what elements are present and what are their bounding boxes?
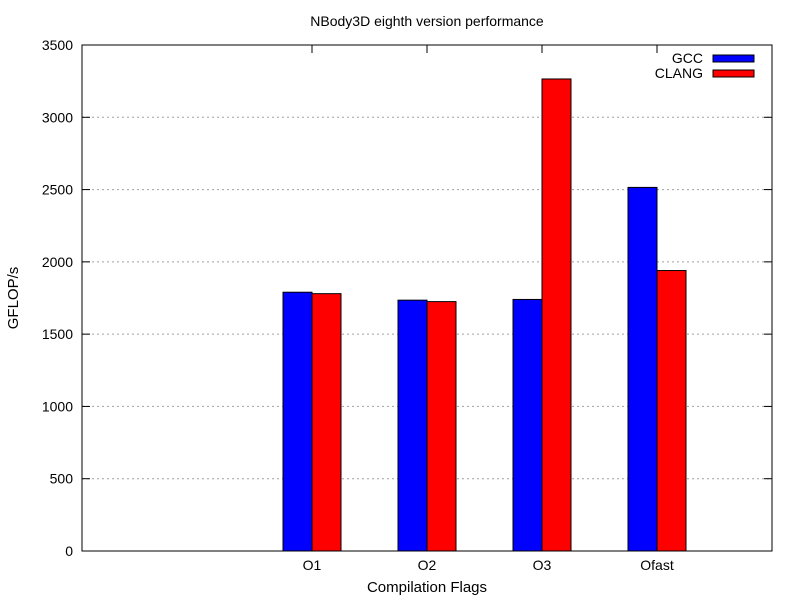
x-tick-label: Ofast [640, 557, 674, 573]
bar-clang-o3 [541, 78, 572, 552]
x-axis-ticks: O1 O2 O3 Ofast [303, 45, 674, 573]
y-axis-ticks: 0 500 1000 1500 2000 2500 3000 3500 [42, 37, 772, 559]
y-axis-label: GFLOP/s [5, 267, 22, 330]
y-tick-label: 0 [65, 543, 73, 559]
y-tick-label: 500 [50, 471, 74, 487]
bar-clang-o1 [311, 293, 342, 552]
bar-gcc-o1 [282, 291, 313, 552]
chart-title: NBody3D eighth version performance [310, 13, 544, 29]
y-tick-label: 2500 [42, 182, 73, 198]
x-axis-label: Compilation Flags [367, 579, 487, 596]
bars [282, 78, 687, 552]
x-tick-label: O2 [418, 557, 437, 573]
bar-clang-o2 [426, 301, 457, 552]
bar-gcc-o3 [512, 298, 543, 552]
bar-clang-ofast [656, 270, 687, 552]
y-tick-label: 3000 [42, 109, 73, 125]
legend-swatch-gcc [712, 54, 755, 63]
legend-label-gcc: GCC [672, 50, 703, 66]
y-tick-label: 2000 [42, 254, 73, 270]
legend-label-clang: CLANG [655, 65, 703, 81]
x-tick-label: O1 [303, 557, 322, 573]
y-tick-label: 1000 [42, 398, 73, 414]
bar-gcc-ofast [627, 186, 658, 552]
legend-swatch-clang [712, 69, 755, 78]
bar-gcc-o2 [397, 299, 428, 552]
x-tick-label: O3 [533, 557, 552, 573]
y-tick-label: 3500 [42, 37, 73, 53]
y-tick-label: 1500 [42, 326, 73, 342]
